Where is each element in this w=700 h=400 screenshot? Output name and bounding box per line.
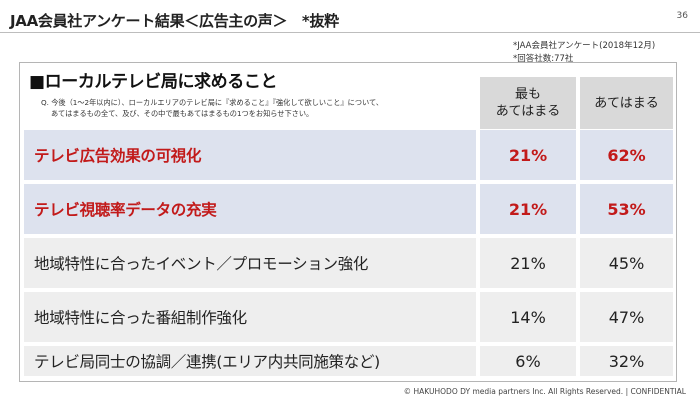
slide-title: JAA会員社アンケート結果＜広告主の声＞ *抜粋 bbox=[10, 12, 339, 30]
table-row: テレビ広告効果の可視化 21% 62% bbox=[24, 130, 673, 180]
column-header-most: 最も あてはまる bbox=[480, 77, 576, 129]
column-header-applicable: あてはまる bbox=[580, 77, 673, 129]
row-most-value: 6% bbox=[480, 346, 576, 376]
column-header-most-line2: あてはまる bbox=[495, 104, 561, 119]
row-most-value: 21% bbox=[480, 130, 576, 180]
row-label: テレビ視聴率データの充実 bbox=[24, 184, 476, 234]
page-number: 36 bbox=[676, 11, 688, 21]
column-header-most-line1: 最も bbox=[514, 87, 541, 102]
row-label: 地域特性に合ったイベント／プロモーション強化 bbox=[24, 238, 476, 288]
question-line-2: あてはまるもの全て、及び、その中で最もあてはまるもの1つをお知らせ下さい。 bbox=[51, 109, 314, 118]
row-most-value: 21% bbox=[480, 184, 576, 234]
title-divider bbox=[0, 32, 700, 33]
column-header-applicable-label: あてはまる bbox=[594, 95, 659, 111]
table-row: テレビ局同士の協調／連携(エリア内共同施策など) 6% 32% bbox=[24, 346, 673, 376]
row-label: 地域特性に合った番組制作強化 bbox=[24, 292, 476, 342]
survey-question: Q. 今後（1～2年以内に）、ローカルエリアのテレビ局に『求めること』『強化して… bbox=[41, 97, 481, 119]
row-applicable-value: 47% bbox=[580, 292, 673, 342]
row-applicable-value: 45% bbox=[580, 238, 673, 288]
table-row: 地域特性に合ったイベント／プロモーション強化 21% 45% bbox=[24, 238, 673, 288]
row-applicable-value: 53% bbox=[580, 184, 673, 234]
row-applicable-value: 32% bbox=[580, 346, 673, 376]
row-most-value: 14% bbox=[480, 292, 576, 342]
table-row: テレビ視聴率データの充実 21% 53% bbox=[24, 184, 673, 234]
row-label: テレビ広告効果の可視化 bbox=[24, 130, 476, 180]
source-note: *JAA会員社アンケート(2018年12月) *回答社数:77社 bbox=[513, 40, 655, 66]
table-row: 地域特性に合った番組制作強化 14% 47% bbox=[24, 292, 673, 342]
section-heading: ■ローカルテレビ局に求めること bbox=[29, 72, 278, 92]
row-label: テレビ局同士の協調／連携(エリア内共同施策など) bbox=[24, 346, 476, 376]
question-line-1: Q. 今後（1～2年以内に）、ローカルエリアのテレビ局に『求めること』『強化して… bbox=[41, 98, 384, 107]
source-respondents: *回答社数:77社 bbox=[513, 54, 574, 64]
source-survey: *JAA会員社アンケート(2018年12月) bbox=[513, 41, 656, 51]
row-applicable-value: 62% bbox=[580, 130, 673, 180]
row-most-value: 21% bbox=[480, 238, 576, 288]
footer-copyright: © HAKUHODO DY media partners Inc. All Ri… bbox=[403, 387, 686, 396]
